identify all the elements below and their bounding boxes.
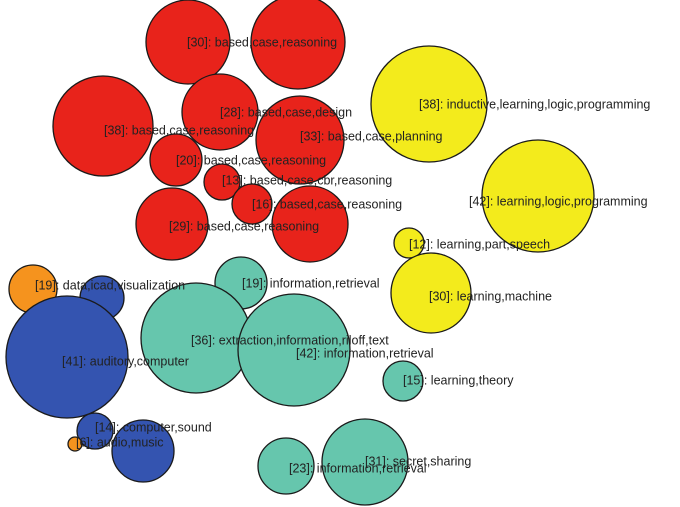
bubble-30-based-case-reasoning-a-label: [30]: based,case,reasoning	[187, 35, 337, 49]
bubble-16-based-case-reasoning-label: [16]: based,case,reasoning	[252, 197, 402, 211]
bubble-41-auditory-computer	[5, 295, 129, 419]
bubble-33-based-case-planning	[255, 95, 345, 185]
bubble-42-learning-logic-programming	[481, 139, 595, 253]
bubble-16-based-case-reasoning	[231, 183, 273, 225]
bubble-20-based-case-reasoning-label: [20]: based,case,reasoning	[176, 153, 326, 167]
bubble-6-audio-music-label: [6]: audio,music	[76, 435, 164, 449]
bubble-29-based-case-reasoning-b	[271, 185, 349, 263]
bubble-38-based-case-reasoning-label: [38]: based,case,reasoning	[104, 123, 254, 137]
bubble-30-learning-machine-label: [30]: learning,machine	[429, 289, 552, 303]
bubble-14-computer-sound-label: [14]: computer,sound	[95, 420, 212, 434]
bubble-30-learning-machine	[390, 252, 472, 334]
bubble-29-based-case-reasoning-label: [29]: based,case,reasoning	[169, 219, 319, 233]
bubble-29-based-case-reasoning	[135, 187, 209, 261]
bubble-20-based-case-reasoning	[149, 133, 203, 187]
bubble-28-based-case-design-label: [28]: based,case,design	[220, 105, 352, 119]
bubble-42-information-retrieval	[237, 293, 351, 407]
bubble-19-information-retrieval-label: [19]: information,retrieval	[242, 276, 380, 290]
bubble-36-extraction-information-riloff-text-label: [36]: extraction,information,riloff,text	[191, 333, 389, 347]
bubble-13-based-case-cbr-reasoning-label: [13]: based,case,cbr,reasoning	[222, 173, 392, 187]
bubble-13-based-case-cbr-reasoning	[203, 163, 241, 201]
bubble-42-learning-logic-programming-label: [42]: learning,logic,programming	[469, 194, 648, 208]
bubble-31-secret-sharing	[321, 418, 409, 506]
bubble-12-learning-part-speech	[393, 227, 425, 259]
bubble-15-learning-theory	[382, 360, 424, 402]
bubble-6-audio-music	[67, 436, 83, 452]
bubble-19-data-icad-visualization-label: [19]: data,icad,visualization	[35, 278, 185, 292]
bubble-38-inductive-learning-logic-programming	[370, 45, 488, 163]
bubble-38-inductive-learning-logic-programming-label: [38]: inductive,learning,logic,programmi…	[419, 97, 650, 111]
bubble-15-learning-theory-label: [15]: learning,theory	[403, 373, 514, 387]
bubble-38-based-case-reasoning	[52, 75, 154, 177]
bubble-14-computer-sound	[76, 412, 114, 450]
bubble-23-information-retrieval-label: [23]: information,retrieval	[289, 461, 427, 475]
bubble-41-auditory-computer-label: [41]: auditory,computer	[62, 354, 189, 368]
bubble-33-based-case-planning-label: [33]: based,case,planning	[300, 129, 443, 143]
bubble-28-based-case-design	[181, 73, 259, 151]
bubble-6-audio-music-b	[111, 419, 175, 483]
label-layer: [30]: based,case,reasoning [38]: based,ca…	[35, 35, 650, 475]
bubble-42-information-retrieval-label: [42]: information,retrieval	[296, 346, 434, 360]
bubble-31-secret-sharing-label: [31]: secret,sharing	[365, 454, 471, 468]
bubble-12-learning-part-speech-label: [12]: learning,part,speech	[409, 237, 550, 251]
bubble-23-information-retrieval	[257, 437, 315, 495]
bubble-30-based-case-reasoning-a	[145, 0, 231, 85]
bubble-layer	[5, 0, 595, 506]
bubble-30-based-case-reasoning-b	[250, 0, 346, 90]
